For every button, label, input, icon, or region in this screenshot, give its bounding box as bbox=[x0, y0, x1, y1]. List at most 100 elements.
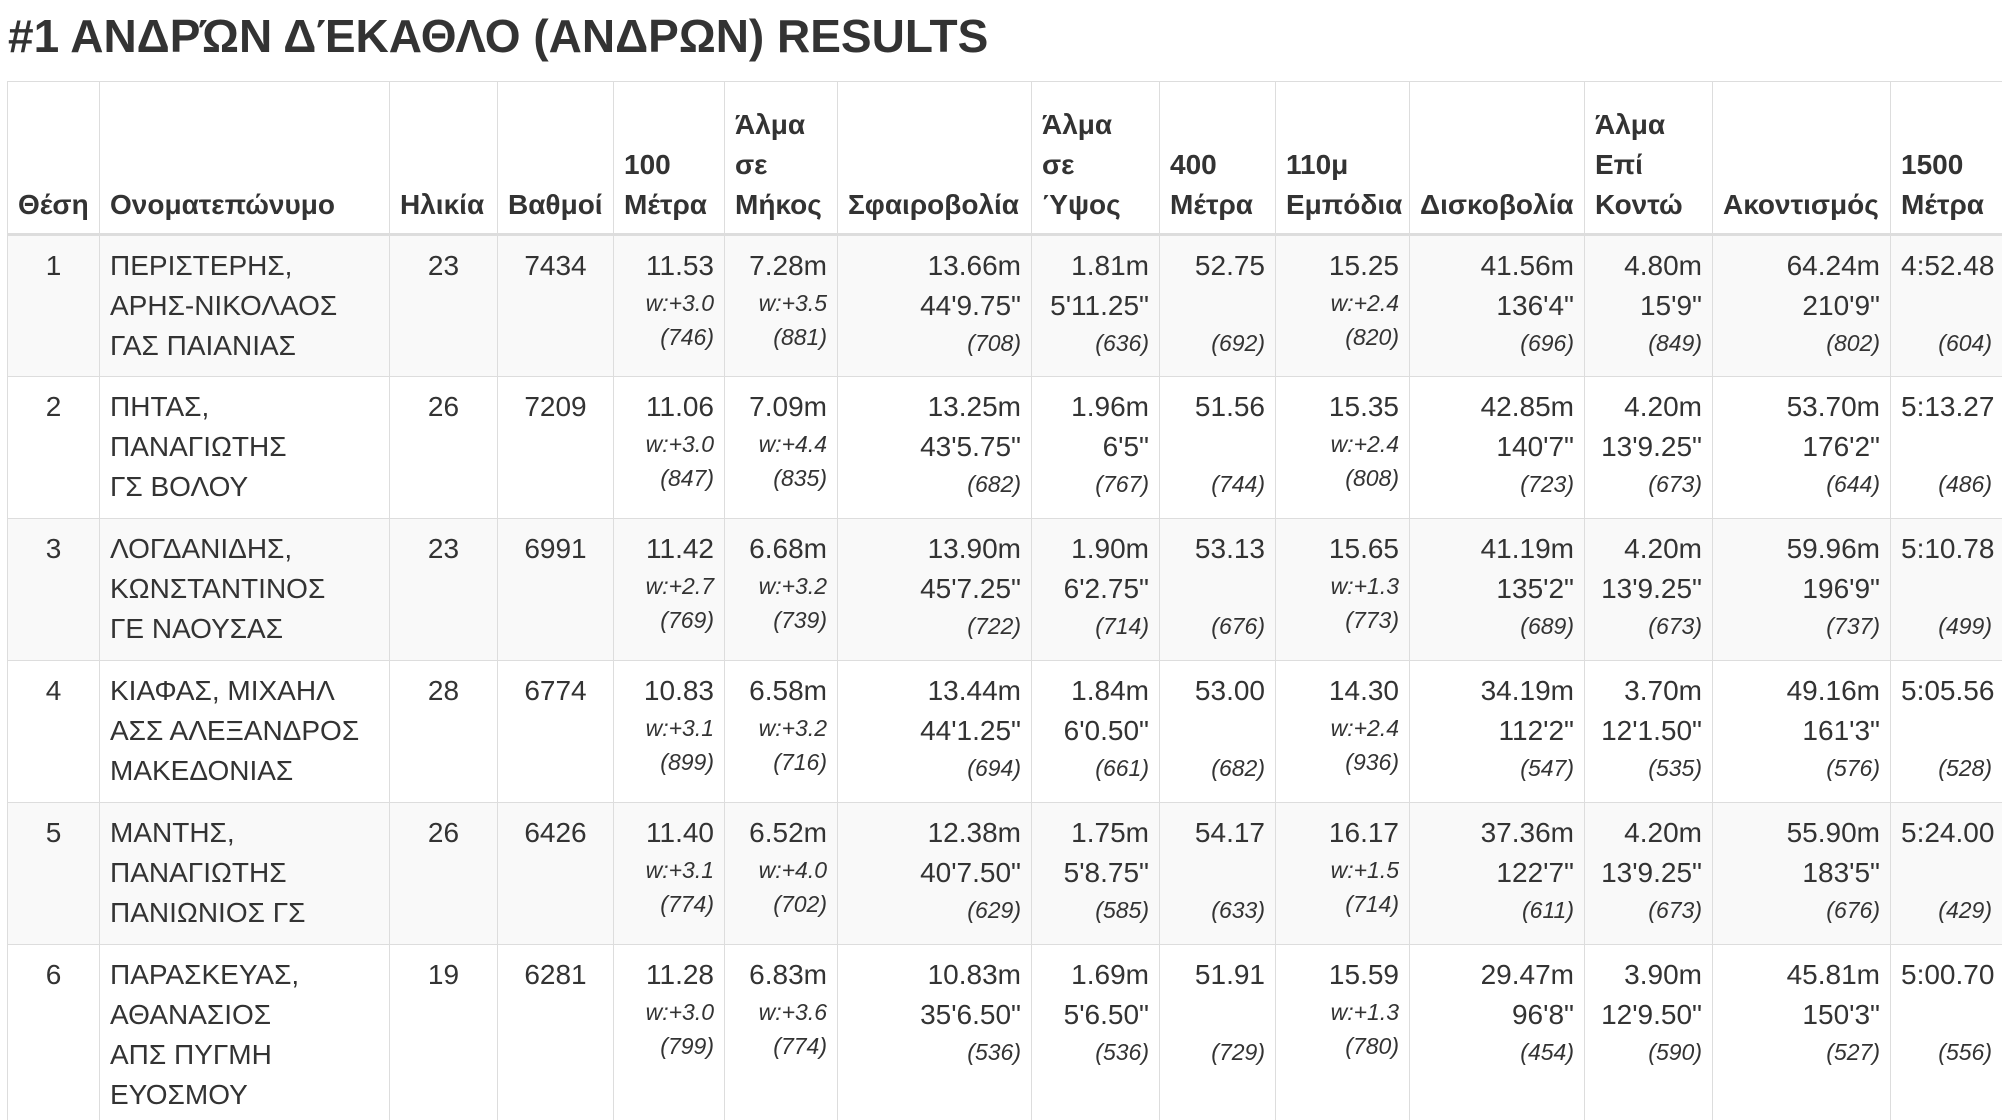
event-score: (708) bbox=[967, 330, 1021, 356]
event-mark: 11.40 bbox=[646, 817, 714, 848]
header-position: Θέση bbox=[7, 81, 100, 236]
event-mark: 15.35 bbox=[1328, 391, 1399, 422]
event-score: (528) bbox=[1938, 755, 1992, 781]
event-discus-cell: 42.85m 140'7" (723) bbox=[1409, 376, 1585, 519]
position-cell: 1 bbox=[7, 234, 100, 377]
event-score: (576) bbox=[1826, 755, 1880, 781]
header-javelin: Ακοντισμός bbox=[1712, 81, 1891, 236]
event-mark: 54.17 bbox=[1194, 817, 1265, 848]
event-score: (714) bbox=[1095, 613, 1149, 639]
event-mark: 5:13.27 bbox=[1901, 391, 1995, 422]
event-mark: 6.52m bbox=[749, 817, 827, 848]
event-wind: w:+3.0 bbox=[645, 431, 714, 457]
event-imperial: 112'2" bbox=[1498, 715, 1575, 746]
age-cell: 26 bbox=[389, 802, 498, 945]
event-shot-put-cell: 13.44m 44'1.25" (694) bbox=[837, 660, 1032, 803]
event-mark: 16.17 bbox=[1328, 817, 1399, 848]
event-mark: 13.66m bbox=[927, 250, 1021, 281]
header-age: Ηλικία bbox=[389, 81, 498, 236]
athlete-name: ΠΑΡΑΣΚΕΥΑΣ, ΑΘΑΝΑΣΙΟΣ bbox=[110, 959, 300, 1030]
event-wind: w:+1.3 bbox=[1330, 573, 1399, 599]
header-name: Ονοματεπώνυμο bbox=[99, 81, 390, 236]
athlete-name: ΚΙΑΦΑΣ, ΜΙΧΑΗΛ bbox=[110, 675, 335, 706]
event-score: (849) bbox=[1648, 330, 1702, 356]
event-long-jump-cell: 6.68m w:+3.2 (739) bbox=[724, 518, 838, 661]
event-mark: 15.65 bbox=[1328, 533, 1399, 564]
event-wind: w:+2.4 bbox=[1330, 290, 1399, 316]
event-discus-cell: 29.47m 96'8" (454) bbox=[1409, 944, 1585, 1120]
event-score: (673) bbox=[1648, 613, 1702, 639]
athlete-club: ΓΑΣ ΠΑΙΑΝΙΑΣ bbox=[110, 330, 296, 361]
table-row: 6 ΠΑΡΑΣΚΕΥΑΣ, ΑΘΑΝΑΣΙΟΣ ΑΠΣ ΠΥΓΜΗ ΕΥΟΣΜΟ… bbox=[7, 944, 2002, 1120]
event-wind: w:+4.0 bbox=[758, 857, 827, 883]
points-cell: 6991 bbox=[497, 518, 614, 661]
header-400m: 400 Μέτρα bbox=[1159, 81, 1276, 236]
event-long-jump-cell: 6.58m w:+3.2 (716) bbox=[724, 660, 838, 803]
event-shot-put-cell: 10.83m 35'6.50" (536) bbox=[837, 944, 1032, 1120]
page-title: #1 ΑΝΔΡΏΝ ΔΈΚΑΘΛΟ (ΑΝΔΡΩΝ) RESULTS bbox=[8, 10, 989, 62]
event-400m-cell: 53.13 (676) bbox=[1159, 518, 1276, 661]
athlete-name: ΠΗΤΑΣ, ΠΑΝΑΓΙΩΤΗΣ bbox=[110, 391, 287, 462]
event-score: (527) bbox=[1826, 1039, 1880, 1065]
event-score: (611) bbox=[1522, 897, 1574, 923]
event-mark: 53.13 bbox=[1194, 533, 1265, 564]
event-score: (774) bbox=[660, 891, 714, 917]
event-score: (585) bbox=[1095, 897, 1149, 923]
event-imperial: 45'7.25" bbox=[920, 573, 1021, 604]
event-score: (835) bbox=[773, 465, 827, 491]
event-wind: w:+2.7 bbox=[645, 573, 714, 599]
event-score: (536) bbox=[967, 1039, 1021, 1065]
athlete-cell: ΜΑΝΤΗΣ, ΠΑΝΑΓΙΩΤΗΣ ΠΑΝΙΩΝΙΟΣ ΓΣ bbox=[99, 802, 390, 945]
event-imperial: 140'7" bbox=[1496, 431, 1574, 462]
event-score: (661) bbox=[1095, 755, 1149, 781]
event-mark: 11.53 bbox=[646, 250, 714, 281]
event-mark: 1.96m bbox=[1071, 391, 1149, 422]
event-100m-cell: 11.42 w:+2.7 (769) bbox=[613, 518, 725, 661]
event-score: (722) bbox=[967, 613, 1021, 639]
event-1500m-cell: 5:10.78 (499) bbox=[1890, 518, 2002, 661]
event-score: (633) bbox=[1211, 897, 1265, 923]
event-imperial: 136'4" bbox=[1496, 290, 1574, 321]
event-score: (629) bbox=[967, 897, 1021, 923]
event-wind: w:+1.5 bbox=[1330, 857, 1399, 883]
event-score: (899) bbox=[660, 749, 714, 775]
event-long-jump-cell: 7.09m w:+4.4 (835) bbox=[724, 376, 838, 519]
event-long-jump-cell: 7.28m w:+3.5 (881) bbox=[724, 234, 838, 377]
event-mark: 4:52.48 bbox=[1901, 250, 1995, 281]
event-1500m-cell: 5:00.70 (556) bbox=[1890, 944, 2002, 1120]
athlete-name: ΠΕΡΙΣΤΕΡΗΣ, ΑΡΗΣ-ΝΙΚΟΛΑΟΣ bbox=[110, 250, 338, 321]
event-mark: 10.83 bbox=[643, 675, 714, 706]
event-imperial: 161'3" bbox=[1802, 715, 1880, 746]
event-score: (716) bbox=[773, 749, 827, 775]
event-pole-vault-cell: 4.80m 15'9" (849) bbox=[1584, 234, 1713, 377]
event-wind: w:+2.4 bbox=[1330, 431, 1399, 457]
event-110m-hurdles-cell: 14.30 w:+2.4 (936) bbox=[1275, 660, 1410, 803]
event-wind: w:+3.1 bbox=[645, 715, 714, 741]
points-cell: 7209 bbox=[497, 376, 614, 519]
event-score: (673) bbox=[1648, 897, 1702, 923]
event-imperial: 150'3" bbox=[1802, 999, 1880, 1030]
points-cell: 6426 bbox=[497, 802, 614, 945]
event-pole-vault-cell: 4.20m 13'9.25" (673) bbox=[1584, 802, 1713, 945]
event-mark: 11.06 bbox=[646, 391, 714, 422]
event-mark: 34.19m bbox=[1480, 675, 1574, 706]
event-mark: 7.09m bbox=[749, 391, 827, 422]
position-cell: 5 bbox=[7, 802, 100, 945]
event-mark: 4.20m bbox=[1624, 817, 1702, 848]
header-points: Βαθμοί bbox=[497, 81, 614, 236]
event-imperial: 40'7.50" bbox=[920, 857, 1021, 888]
header-100m: 100 Μέτρα bbox=[613, 81, 725, 236]
age-cell: 23 bbox=[389, 518, 498, 661]
event-1500m-cell: 4:52.48 (604) bbox=[1890, 234, 2002, 377]
header-discus: Δισκοβολία bbox=[1409, 81, 1585, 236]
event-imperial: 13'9.25" bbox=[1601, 573, 1702, 604]
event-score: (729) bbox=[1211, 1039, 1265, 1065]
event-score: (682) bbox=[1211, 755, 1265, 781]
event-score: (556) bbox=[1938, 1039, 1992, 1065]
event-mark: 11.28 bbox=[646, 959, 714, 990]
event-mark: 6.68m bbox=[749, 533, 827, 564]
event-imperial: 135'2" bbox=[1496, 573, 1574, 604]
event-imperial: 176'2" bbox=[1802, 431, 1880, 462]
event-imperial: 6'5" bbox=[1102, 431, 1149, 462]
event-mark: 5:10.78 bbox=[1901, 533, 1995, 564]
